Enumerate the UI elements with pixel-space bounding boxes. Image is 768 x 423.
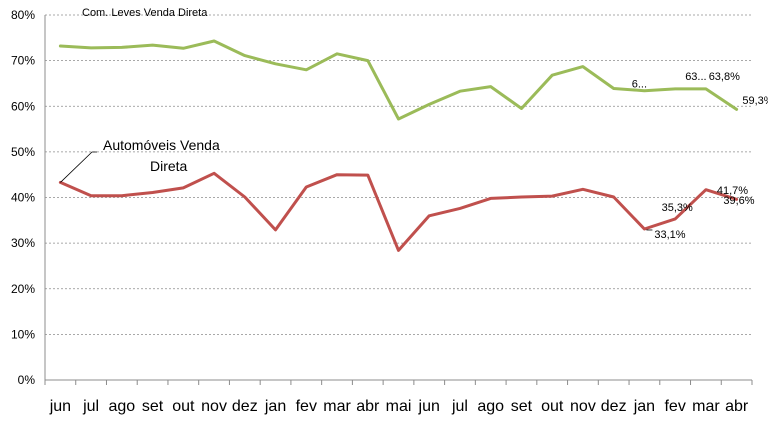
x-tick-label: mai xyxy=(386,398,412,415)
x-tick-label: fev xyxy=(296,398,317,415)
data-label: 6... xyxy=(632,79,647,91)
axes: 0%10%20%30%40%50%60%70%80%jun jul ago set ou… xyxy=(11,8,753,415)
x-tick-label: jun xyxy=(418,398,440,415)
x-tick-label: jan xyxy=(633,398,655,415)
series-label-automoveis: Automóveis Venda Direta xyxy=(103,137,220,174)
series-label-leader xyxy=(60,151,97,183)
x-tick-label: set xyxy=(142,398,164,415)
series-line-1 xyxy=(58,171,739,252)
x-tick-label: jan xyxy=(264,398,286,415)
x-tick-label: abr xyxy=(356,398,380,415)
x-tick-label: out xyxy=(541,398,564,415)
x-tick-label: mar xyxy=(692,398,720,415)
x-tick-label: jun xyxy=(49,398,71,415)
x-tick-label: jul xyxy=(82,398,99,415)
x-tick-label: jul xyxy=(451,398,468,415)
y-tick-label: 80% xyxy=(11,8,35,22)
x-tick-label: nov xyxy=(570,398,596,415)
x-tick-label: set xyxy=(511,398,533,415)
x-tick-label: abr xyxy=(725,398,749,415)
y-tick-label: 20% xyxy=(11,282,35,296)
data-label: 35,3% xyxy=(662,202,693,214)
grid-lines xyxy=(45,14,752,335)
y-tick-label: 40% xyxy=(11,191,35,205)
y-tick-label: 10% xyxy=(11,327,35,341)
data-label: 41,7% xyxy=(717,185,748,197)
series-label-com-leves: Com. Leves Venda Direta xyxy=(82,7,208,19)
chart-labels: Com. Leves Venda Direta Automóveis Venda D… xyxy=(60,7,768,241)
y-tick-label: 60% xyxy=(11,99,35,113)
data-label: 59,3% xyxy=(742,95,768,107)
x-tick-label: dez xyxy=(601,398,627,415)
series-lines xyxy=(58,39,739,252)
x-tick-label: out xyxy=(172,398,195,415)
x-tick-label: fev xyxy=(664,398,685,415)
data-label: 39,6% xyxy=(723,195,754,207)
y-tick-label: 50% xyxy=(11,145,35,159)
x-tick-label: dez xyxy=(232,398,258,415)
x-tick-label: ago xyxy=(108,398,135,415)
y-tick-label: 70% xyxy=(11,54,35,68)
data-label: 63,8% xyxy=(709,71,740,83)
y-tick-label: 30% xyxy=(11,236,35,250)
y-tick-label: 0% xyxy=(18,373,36,387)
x-tick-label: nov xyxy=(201,398,227,415)
x-tick-label: ago xyxy=(477,398,504,415)
data-label: 33,1% xyxy=(654,229,685,241)
series-line-0 xyxy=(58,39,739,121)
x-tick-label: mar xyxy=(323,398,351,415)
data-label: 63... xyxy=(685,71,706,83)
